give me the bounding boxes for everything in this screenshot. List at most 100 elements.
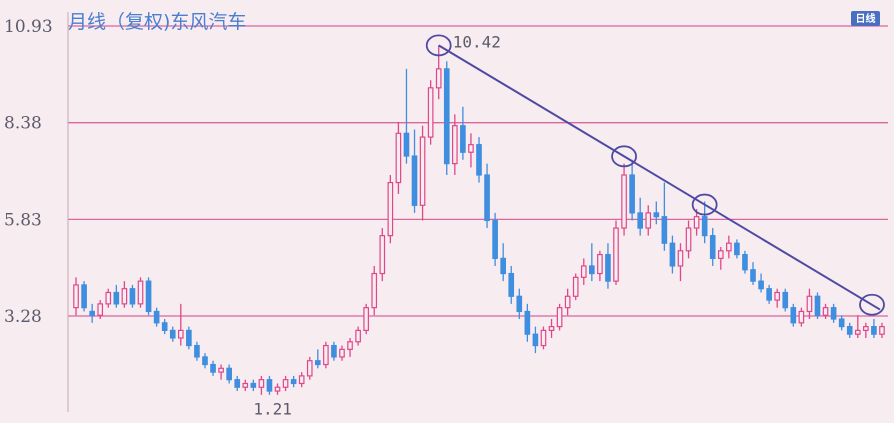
grid-lines xyxy=(68,25,888,317)
candle-body xyxy=(701,216,708,237)
candle-81 xyxy=(726,235,732,259)
candle-body xyxy=(282,379,289,388)
candle-27 xyxy=(290,375,297,388)
candle-body xyxy=(73,284,79,309)
candle-body xyxy=(830,307,837,320)
candle-49 xyxy=(468,133,474,168)
candle-body xyxy=(734,242,740,256)
candle-64 xyxy=(589,243,595,282)
candle-body xyxy=(266,379,273,392)
candle-45 xyxy=(435,45,442,100)
candle-44 xyxy=(427,80,434,145)
candle-91 xyxy=(806,288,813,320)
candle-body xyxy=(524,310,531,335)
candle-body xyxy=(435,68,442,89)
candle-7 xyxy=(129,284,136,308)
candle-25 xyxy=(274,383,281,395)
candle-body xyxy=(838,318,845,328)
candle-86 xyxy=(766,284,772,304)
y-tick-label-3: 3.28 xyxy=(4,307,42,327)
candle-body xyxy=(750,269,756,282)
candle-54 xyxy=(508,265,515,304)
candle-82 xyxy=(734,239,740,259)
candle-32 xyxy=(331,341,337,361)
candle-body xyxy=(411,155,418,206)
candle-body xyxy=(331,344,337,358)
candle-9 xyxy=(145,277,152,316)
candle-47 xyxy=(452,114,458,175)
candle-19 xyxy=(226,364,232,384)
candle-67 xyxy=(613,220,619,285)
candle-51 xyxy=(484,163,490,229)
candle-75 xyxy=(677,243,684,282)
candle-body xyxy=(129,288,136,305)
candle-76 xyxy=(685,220,692,259)
candle-body xyxy=(532,333,539,347)
candle-body xyxy=(508,272,515,297)
candle-body xyxy=(97,303,104,316)
candle-18 xyxy=(218,364,224,380)
candle-72 xyxy=(653,201,660,225)
candle-body xyxy=(589,265,595,275)
candle-16 xyxy=(202,353,208,369)
y-tick-label-0: 10.93 xyxy=(4,17,53,37)
candle-42 xyxy=(411,129,418,213)
candle-body xyxy=(580,265,587,278)
candle-1 xyxy=(81,281,87,312)
candle-body xyxy=(677,250,684,267)
candle-33 xyxy=(339,345,345,361)
candle-body xyxy=(306,360,313,377)
candle-body xyxy=(621,174,627,229)
touch-point-circle-1 xyxy=(611,145,637,168)
candle-body xyxy=(484,174,490,222)
candle-body xyxy=(186,329,192,347)
candle-body xyxy=(758,280,764,290)
candle-body xyxy=(637,212,644,229)
candle-37 xyxy=(371,265,378,316)
candle-body xyxy=(371,272,378,309)
candle-80 xyxy=(717,247,724,270)
candle-body xyxy=(846,326,853,335)
candle-body xyxy=(177,329,184,339)
candle-34 xyxy=(347,337,353,357)
candle-body xyxy=(379,235,386,275)
touch-point-circle-2 xyxy=(691,193,718,216)
candle-52 xyxy=(492,212,498,266)
candle-body xyxy=(492,219,498,259)
candle-92 xyxy=(814,292,821,320)
candle-46 xyxy=(443,61,450,175)
candle-6 xyxy=(121,281,128,308)
candle-21 xyxy=(242,379,249,392)
candle-0 xyxy=(73,277,79,316)
candle-79 xyxy=(709,228,716,266)
candle-body xyxy=(500,257,506,275)
candle-53 xyxy=(500,243,506,282)
candle-body xyxy=(363,307,369,331)
candle-body xyxy=(153,310,160,324)
candle-body xyxy=(242,382,249,388)
candle-body xyxy=(290,379,297,385)
candle-77 xyxy=(693,209,700,236)
candle-body xyxy=(774,291,781,301)
candle-56 xyxy=(524,303,531,342)
candle-body xyxy=(226,367,232,381)
candle-98 xyxy=(863,322,869,338)
candle-body xyxy=(854,329,861,335)
annotation-low: 1.21 xyxy=(253,399,292,418)
candle-61 xyxy=(564,288,571,316)
candle-body xyxy=(556,307,563,328)
candle-15 xyxy=(194,341,200,361)
candle-body xyxy=(81,284,87,309)
candle-84 xyxy=(750,262,756,285)
candle-body xyxy=(169,329,176,339)
candle-38 xyxy=(379,228,386,282)
candle-body xyxy=(871,326,877,335)
candle-99 xyxy=(871,319,877,338)
candle-body xyxy=(540,329,547,347)
candle-8 xyxy=(137,277,144,308)
candle-94 xyxy=(830,303,837,323)
candle-69 xyxy=(629,159,635,221)
period-badge[interactable]: 日线 xyxy=(851,11,880,26)
candle-65 xyxy=(597,250,603,282)
candle-body xyxy=(645,212,652,229)
